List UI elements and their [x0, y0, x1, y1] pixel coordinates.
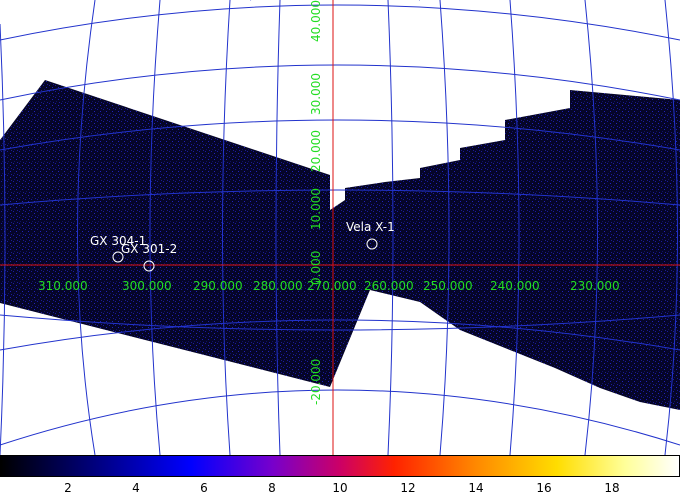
longitude-label: 310.000: [38, 279, 88, 293]
source-circle: [112, 251, 124, 263]
colorbar-tick-label: 12: [400, 481, 416, 495]
sky-map[interactable]: 310.000 300.000 290.000 280.000 270.000 …: [0, 0, 680, 455]
colorbar-tick-label: 16: [536, 481, 552, 495]
galactic-axes: [0, 0, 680, 455]
latitude-label: 40.000: [309, 0, 323, 42]
grid-longitude-line: [222, 0, 231, 455]
source-circle: [143, 260, 155, 272]
coordinate-grid: [0, 0, 680, 455]
latitude-label: -20.000: [309, 359, 323, 405]
grid-longitude-line: [664, 0, 678, 455]
colorbar-tick-label: 4: [132, 481, 140, 495]
source-label: GX 304-1: [90, 234, 146, 248]
source-circle: [366, 238, 378, 250]
longitude-label: 240.000: [490, 279, 540, 293]
grid-latitude-line: [0, 4, 680, 41]
grid-latitude-line: [0, 189, 680, 206]
colorbar-ticks: 2 4 6 8 10 12 14 16 18: [0, 479, 680, 499]
colorbar-tick-label: 8: [268, 481, 276, 495]
grid-longitude-line: [275, 0, 281, 455]
longitude-label: 260.000: [364, 279, 414, 293]
longitude-label: 290.000: [193, 279, 243, 293]
grid-longitude-line: [77, 0, 96, 455]
source-label: Vela X-1: [346, 220, 395, 234]
source-vela-x-1[interactable]: Vela X-1: [346, 220, 395, 250]
grid-latitude-line: [0, 319, 680, 351]
source-label: GX 301-2: [121, 242, 177, 256]
grid-latitude-line: [0, 389, 680, 446]
grid-latitude-line: [0, 64, 680, 101]
grid-longitude-line: [387, 0, 394, 455]
longitude-label: 270.000: [307, 279, 357, 293]
grid-longitude-line: [509, 0, 520, 455]
colorbar-tick-label: 6: [200, 481, 208, 495]
latitude-label: 10.000: [309, 188, 323, 230]
colorbar: [0, 455, 680, 477]
exposure-region: [0, 80, 680, 410]
grid-latitude-line: [0, 314, 680, 331]
longitude-label: 250.000: [423, 279, 473, 293]
latitude-label: 0.000: [309, 251, 323, 285]
source-gx-304-1[interactable]: GX 304-1: [90, 234, 146, 263]
latitude-labels: 40.000 30.000 20.000 10.000 0.000 -20.00…: [309, 0, 323, 405]
colorbar-tick-label: 14: [468, 481, 484, 495]
latitude-label: 30.000: [309, 73, 323, 115]
longitude-labels: 310.000 300.000 290.000 280.000 270.000 …: [38, 279, 620, 293]
colorbar-tick-label: 18: [604, 481, 620, 495]
source-gx-301-2[interactable]: GX 301-2: [121, 242, 177, 272]
grid-longitude-line: [0, 23, 6, 455]
longitude-label: 280.000: [253, 279, 303, 293]
grid-latitude-line: [0, 119, 680, 151]
colorbar-tick-label: 10: [332, 481, 348, 495]
longitude-label: 300.000: [122, 279, 172, 293]
longitude-label: 230.000: [570, 279, 620, 293]
latitude-label: 20.000: [309, 130, 323, 172]
grid-longitude-line: [439, 0, 450, 455]
grid-longitude-line: [584, 0, 598, 455]
colorbar-tick-label: 2: [64, 481, 72, 495]
grid-longitude-line: [149, 0, 161, 455]
source-markers: GX 304-1 GX 301-2 Vela X-1: [90, 220, 395, 272]
